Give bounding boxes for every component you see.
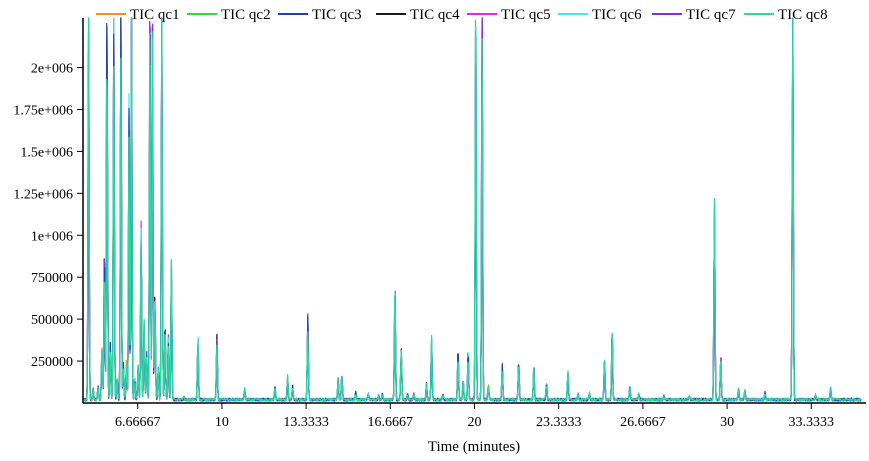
x-axis-title: Time (minutes) xyxy=(428,439,520,455)
series-line-4 xyxy=(82,17,862,402)
x-tick-label: 33.3333 xyxy=(789,415,835,430)
series-line-6 xyxy=(82,17,862,402)
series-line-2 xyxy=(82,17,862,402)
series-line-3 xyxy=(82,17,862,402)
x-tick-label: 10 xyxy=(215,415,229,430)
x-tick-label: 6.66667 xyxy=(115,415,161,430)
legend-label-2: TIC qc2 xyxy=(221,7,271,23)
x-tick-label: 16.6667 xyxy=(368,415,414,430)
legend-label-8: TIC qc8 xyxy=(778,7,828,23)
y-tick-label: 500000 xyxy=(31,313,73,328)
y-tick-label: 750000 xyxy=(31,271,73,286)
legend-label-1: TIC qc1 xyxy=(130,7,180,23)
x-tick-label: 26.6667 xyxy=(620,415,666,430)
legend-label-7: TIC qc7 xyxy=(686,7,736,23)
legend: TIC qc1 TIC qc2 TIC qc3 TIC qc4 TIC qc5 TIC q… xyxy=(96,7,828,23)
y-tick-label: 1.5e+006 xyxy=(20,145,73,160)
y-tick-label: 1e+006 xyxy=(31,229,73,244)
y-ticks: 250000 500000 750000 1e+006 1.25e+006 1.5e+00… xyxy=(13,62,83,370)
x-ticks: 6.66667 10 13.3333 16.6667 20 23.3333 26.6667 3… xyxy=(115,403,834,430)
legend-label-6: TIC qc6 xyxy=(592,7,642,23)
legend-label-5: TIC qc5 xyxy=(501,7,551,23)
y-tick-label: 1.25e+006 xyxy=(13,187,73,202)
series-layer xyxy=(82,17,862,402)
x-tick-label: 23.3333 xyxy=(536,415,582,430)
series-line-7 xyxy=(82,17,862,402)
series-line-1 xyxy=(82,17,862,402)
y-tick-label: 2e+006 xyxy=(31,62,73,77)
x-tick-label: 20 xyxy=(468,415,482,430)
x-tick-label: 13.3333 xyxy=(283,415,329,430)
legend-label-3: TIC qc3 xyxy=(312,7,362,23)
y-tick-label: 250000 xyxy=(31,355,73,370)
legend-label-4: TIC qc4 xyxy=(410,7,460,23)
series-line-8 xyxy=(82,17,862,402)
series-line-5 xyxy=(82,17,862,402)
y-tick-label: 1.75e+006 xyxy=(13,103,73,118)
x-tick-label: 30 xyxy=(720,415,734,430)
